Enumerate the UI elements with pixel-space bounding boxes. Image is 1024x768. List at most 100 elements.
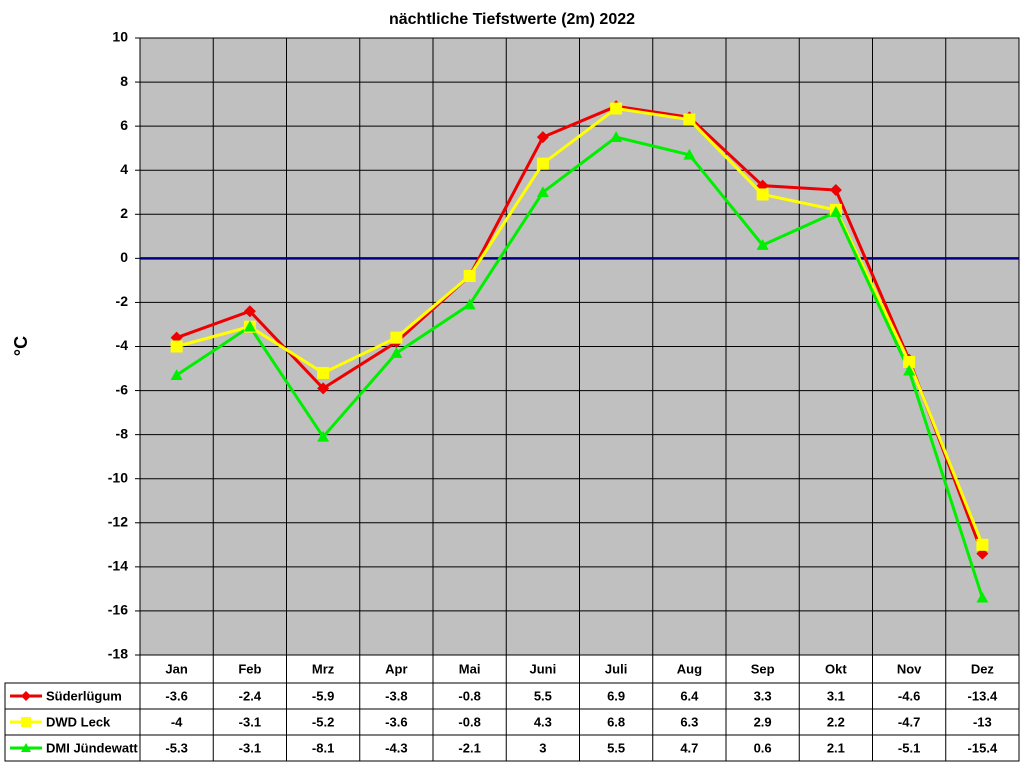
marker [390, 347, 403, 358]
table-value: 6.8 [607, 714, 625, 729]
marker [610, 131, 623, 142]
marker [536, 186, 549, 198]
x-tick-label: Juni [530, 661, 557, 676]
marker [317, 382, 330, 395]
y-tick-label: -10 [108, 469, 128, 485]
y-tick-label: -8 [116, 425, 129, 441]
x-tick-label: Aug [677, 661, 702, 676]
marker [903, 355, 916, 368]
y-tick-label: 0 [120, 249, 128, 265]
table-value: -4.6 [898, 688, 920, 703]
marker [170, 340, 183, 353]
y-axis-label: °C [11, 336, 31, 356]
legend-label: Süderlügum [46, 688, 122, 703]
marker [756, 239, 769, 250]
table-value: -4.3 [385, 740, 407, 755]
marker [243, 320, 256, 332]
table-value: -0.8 [458, 688, 480, 703]
marker [21, 717, 31, 727]
marker [170, 369, 183, 380]
x-tick-label: Jan [165, 661, 187, 676]
table-value: 2.9 [754, 714, 772, 729]
x-tick-label: Apr [385, 661, 407, 676]
y-tick-label: 8 [120, 73, 128, 89]
y-tick-label: -12 [108, 513, 128, 529]
x-tick-label: Juli [605, 661, 627, 676]
marker [21, 691, 31, 701]
table-value: -2.1 [458, 740, 480, 755]
series-line [175, 135, 984, 599]
table-value: -3.6 [385, 714, 407, 729]
marker [536, 131, 549, 144]
x-tick-label: Sep [751, 661, 775, 676]
table-value: 5.5 [534, 688, 552, 703]
table-value: -8.1 [312, 740, 334, 755]
marker [976, 538, 989, 551]
table-value: -15.4 [968, 740, 998, 755]
legend-label: DMI Jündewatt [46, 740, 138, 755]
marker [829, 206, 842, 217]
marker [317, 430, 330, 442]
table-value: -13.4 [968, 688, 998, 703]
table-value: -3.8 [385, 688, 407, 703]
y-tick-label: -14 [108, 558, 128, 574]
marker [536, 157, 549, 170]
marker [463, 269, 476, 282]
marker [390, 331, 403, 344]
table-value: 6.4 [680, 688, 699, 703]
marker [683, 148, 696, 160]
marker [683, 113, 696, 126]
table-value: -4.7 [898, 714, 920, 729]
x-tick-label: Mrz [312, 661, 335, 676]
table-value: 2.1 [827, 740, 845, 755]
x-tick-label: Feb [238, 661, 261, 676]
marker [976, 591, 989, 603]
table-value: -4 [171, 714, 183, 729]
y-tick-label: 6 [120, 117, 128, 133]
y-tick-label: -6 [116, 381, 129, 397]
table-value: 3.3 [754, 688, 772, 703]
table-value: -5.3 [165, 740, 187, 755]
y-tick-label: -16 [108, 602, 128, 618]
x-tick-label: Mai [459, 661, 481, 676]
marker [21, 743, 31, 752]
table-frame [4, 682, 1020, 762]
chart-title: nächtliche Tiefstwerte (2m) 2022 [389, 11, 635, 28]
table-value: 4.7 [680, 740, 698, 755]
table-value: 2.2 [827, 714, 845, 729]
table-value: 6.3 [680, 714, 698, 729]
x-tick-label: Nov [897, 661, 922, 676]
y-tick-label: 4 [120, 161, 128, 177]
table-value: -13 [973, 714, 992, 729]
marker [243, 305, 256, 318]
legend-label: DWD Leck [46, 714, 111, 729]
table-value: -0.8 [458, 714, 480, 729]
marker [610, 102, 623, 115]
table-value: -3.6 [165, 688, 187, 703]
y-tick-label: -4 [116, 337, 129, 353]
marker [756, 188, 769, 201]
y-tick-label: 10 [112, 29, 128, 45]
table-value: -5.9 [312, 688, 334, 703]
y-tick-label: -2 [116, 293, 129, 309]
table-value: -3.1 [239, 740, 261, 755]
marker [463, 298, 476, 310]
table-value: 5.5 [607, 740, 625, 755]
table-value: 3.1 [827, 688, 845, 703]
y-tick-label: -18 [108, 646, 128, 662]
marker [829, 184, 842, 197]
table-value: 0.6 [754, 740, 772, 755]
y-tick-label: 2 [120, 205, 128, 221]
table-value: -3.1 [239, 714, 261, 729]
table-value: 4.3 [534, 714, 552, 729]
x-tick-label: Dez [971, 661, 995, 676]
table-value: -2.4 [239, 688, 262, 703]
marker [317, 366, 330, 379]
x-tick-label: Okt [825, 661, 847, 676]
table-value: -5.2 [312, 714, 334, 729]
table-value: 3 [539, 740, 546, 755]
table-value: -5.1 [898, 740, 920, 755]
series-line [176, 104, 984, 555]
marker [903, 364, 916, 376]
